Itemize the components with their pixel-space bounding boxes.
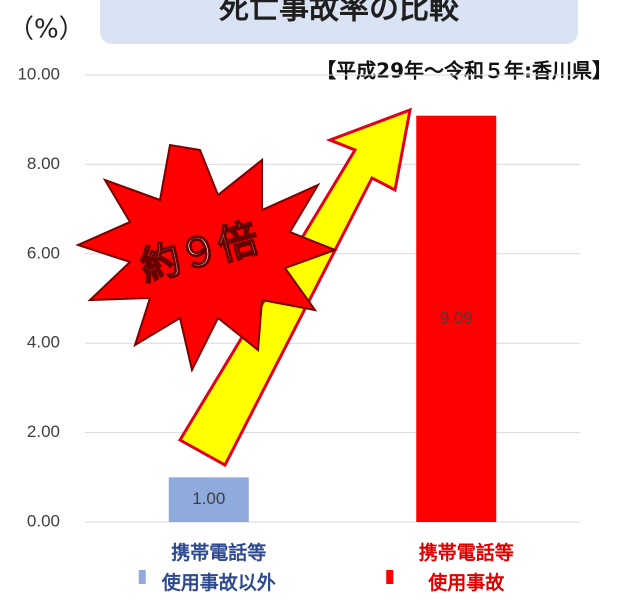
y-tick-label: 0.00 xyxy=(27,511,60,530)
chart: 死亡事故率の比較 （%） 【平成29年～令和５年:香川県】 0.00 2.00 4.… xyxy=(0,0,618,615)
subtitle: 【平成29年～令和５年:香川県】 xyxy=(316,59,612,83)
x-tick-label-box: 携帯電話等 使用事故 xyxy=(391,538,541,613)
y-tick-label: 2.00 xyxy=(27,422,60,441)
y-axis-label: （%） xyxy=(8,15,85,45)
chart-title: 死亡事故率の比較 xyxy=(219,0,460,27)
y-tick-label: 8.00 xyxy=(27,154,60,173)
y-tick-label: 4.00 xyxy=(27,333,60,352)
y-tick-label: 10.00 xyxy=(17,64,60,83)
x-tick-label: 携帯電話等 使用事故 xyxy=(391,538,541,598)
value-label: 1.00 xyxy=(192,489,225,508)
x-tick-label-box: 携帯電話等 使用事故以外 xyxy=(144,538,294,613)
value-label: 9.09 xyxy=(440,308,473,327)
x-tick-label: 携帯電話等 使用事故以外 xyxy=(144,538,294,598)
y-tick-label: 6.00 xyxy=(27,243,60,262)
